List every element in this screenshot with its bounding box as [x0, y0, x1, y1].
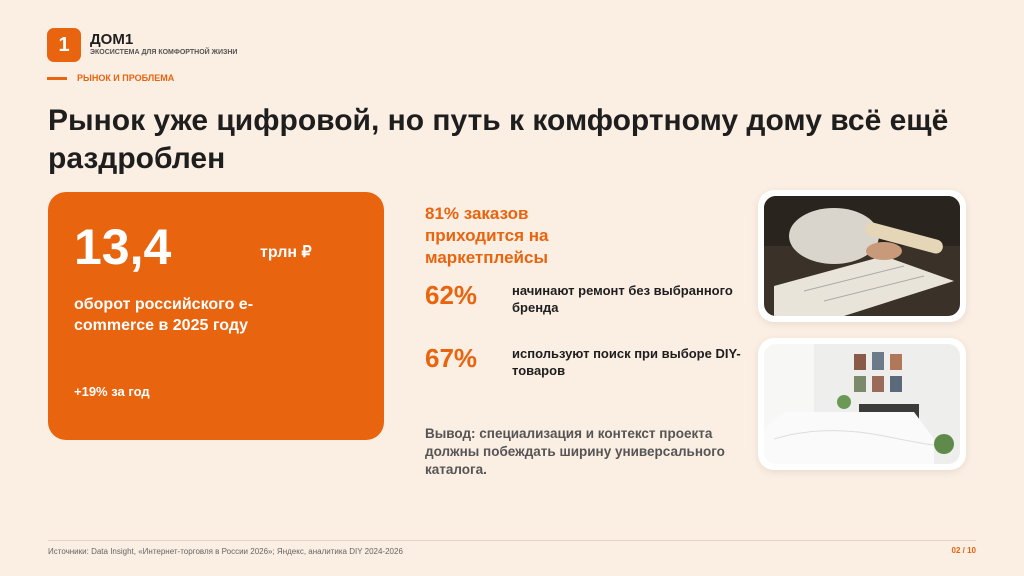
tagline: ЭКОСИСТЕМА ДЛЯ КОМФОРТНОЙ ЖИЗНИ: [90, 49, 238, 56]
stat-text: начинают ремонт без выбранного бренда: [512, 283, 733, 315]
metric-unit: трлн ₽: [260, 244, 312, 261]
photo-illustration: [764, 344, 960, 464]
photo-blueprint: [758, 190, 966, 322]
metric-value: 13,4: [74, 219, 172, 275]
metric-growth: +19% за год: [74, 384, 150, 399]
metric-card: 13,4 трлн ₽ оборот российского e-commerc…: [48, 192, 384, 440]
slide-title: Рынок уже цифровой, но путь к комфортном…: [48, 104, 949, 175]
footer-rule: [48, 540, 976, 541]
stat-value: 62%: [425, 280, 478, 310]
logo: 1: [47, 28, 81, 62]
highlight: 81% заказов приходится на маркетплейсы: [425, 204, 549, 267]
stat-value: 67%: [425, 343, 478, 373]
conclusion: Вывод: специализация и контекст проекта …: [425, 426, 725, 477]
metric-description: оборот российского e-commerce в 2025 год…: [74, 296, 254, 334]
photo-bedroom: [758, 338, 966, 470]
section-label: РЫНОК И ПРОБЛЕМА: [77, 73, 175, 83]
page-number: 02 / 10: [951, 546, 976, 555]
brand: ДОМ1: [90, 31, 134, 48]
sources: Источники: Data Insight, «Интернет-торго…: [48, 547, 403, 556]
section-dash: [47, 77, 67, 80]
stat-text: используют поиск при выборе DIY-товаров: [512, 346, 741, 378]
photo-illustration: [764, 196, 960, 316]
